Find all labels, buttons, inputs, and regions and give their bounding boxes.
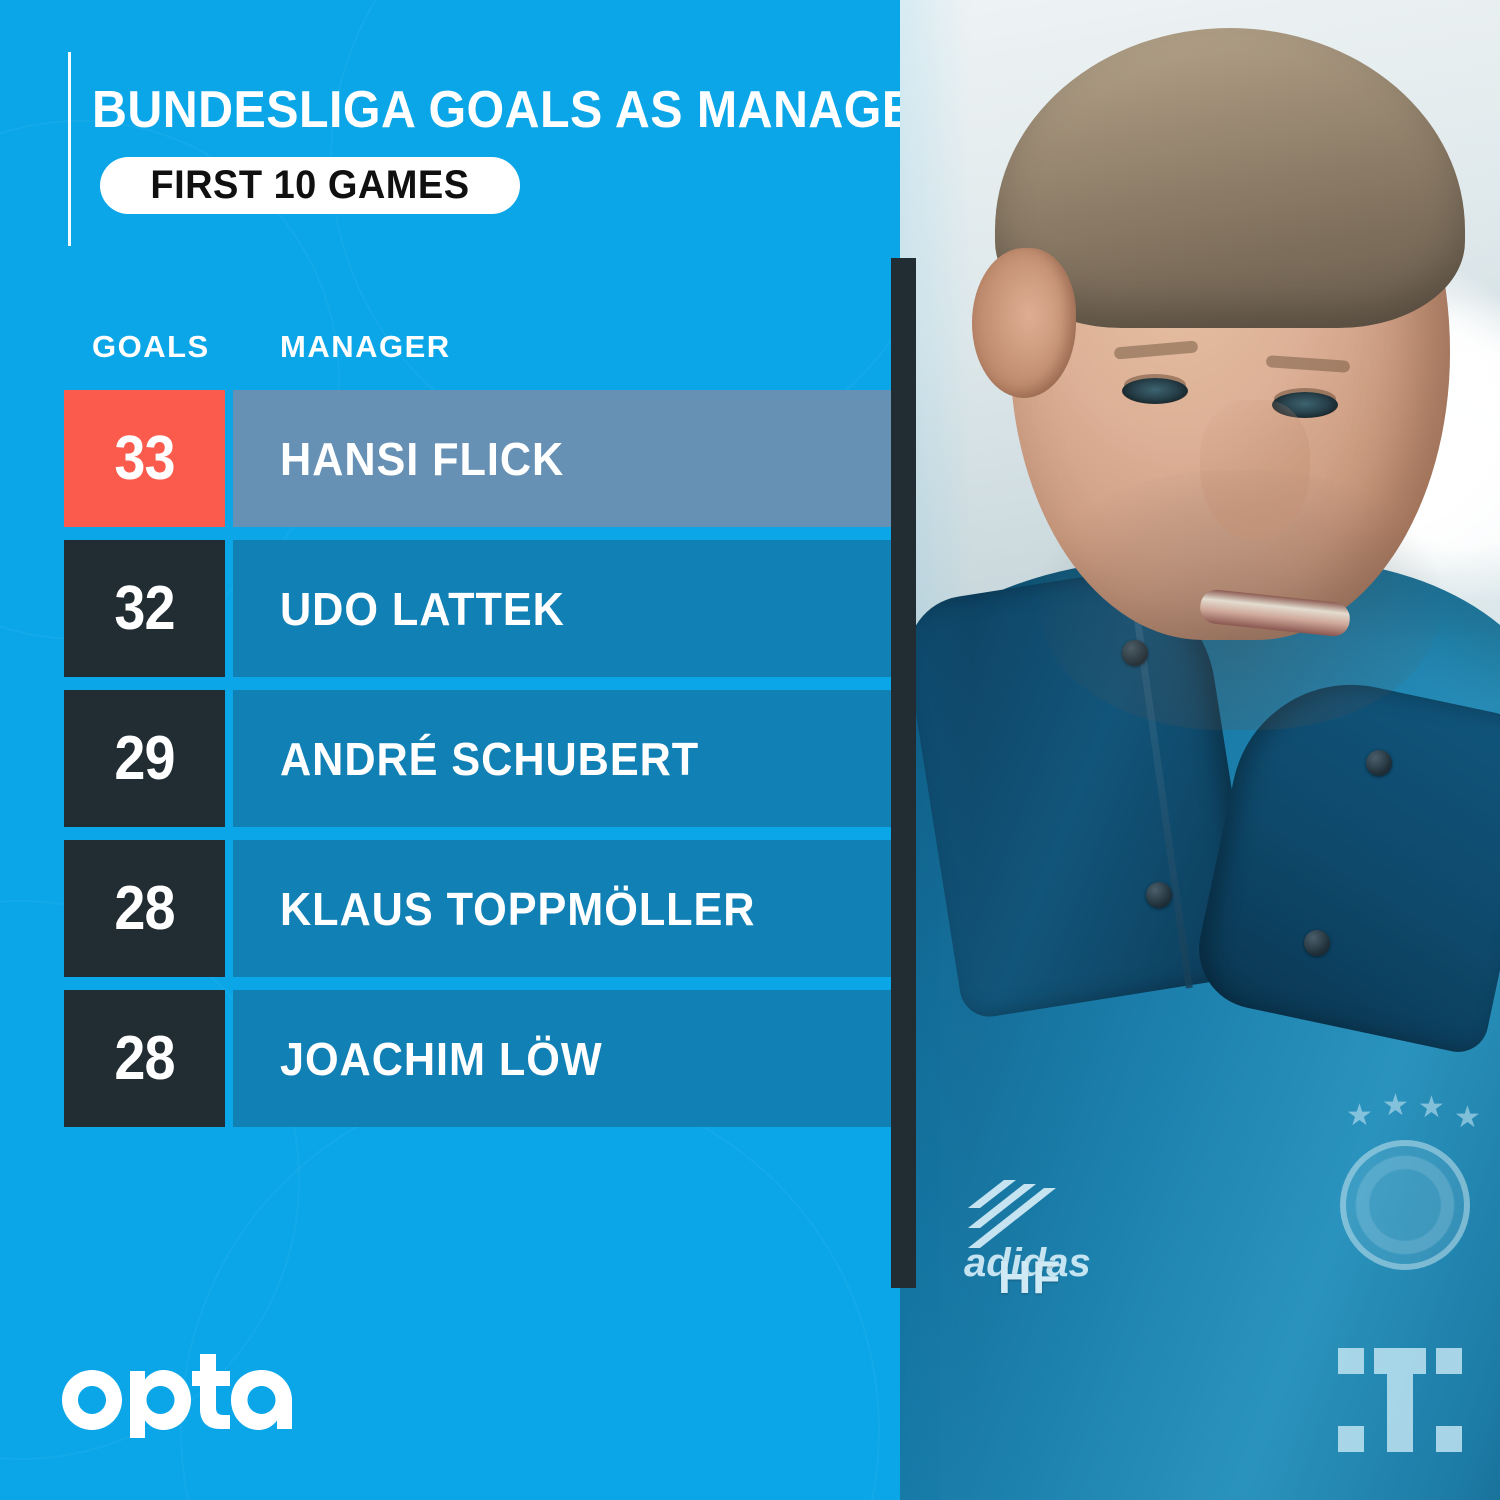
championship-star-icon: ★ — [1418, 1091, 1445, 1124]
championship-star-icon: ★ — [1346, 1099, 1373, 1132]
championship-star-icon: ★ — [1382, 1089, 1409, 1122]
table-row: 28 JOACHIM LÖW — [0, 990, 905, 1140]
telekom-logo-icon — [1338, 1348, 1462, 1452]
championship-star-icon: ★ — [1454, 1101, 1481, 1134]
manager-cell: HANSI FLICK — [233, 390, 895, 527]
goals-cell: 28 — [64, 840, 225, 977]
jacket-snap-button — [1366, 750, 1392, 776]
title-accent-line — [68, 52, 71, 246]
goals-cell: 33 — [64, 390, 225, 527]
svg-text:adidas: adidas — [964, 1241, 1091, 1280]
column-header-goals: GOALS — [92, 329, 210, 364]
manager-name: HANSI FLICK — [280, 432, 565, 485]
manager-cell: UDO LATTEK — [233, 540, 895, 677]
managers-table: 33 HANSI FLICK 32 UDO LATTEK 29 ANDRÉ SC… — [0, 390, 905, 1140]
info-panel: BUNDESLIGA GOALS AS MANAGER FIRST 10 GAM… — [0, 0, 905, 1500]
manager-portrait-photo: adidas HF ★ ★ ★ ★ — [900, 0, 1500, 1500]
table-row: 32 UDO LATTEK — [0, 540, 905, 690]
manager-cell: ANDRÉ SCHUBERT — [233, 690, 895, 827]
subtitle-badge: FIRST 10 GAMES — [100, 157, 520, 214]
jacket-snap-button — [1146, 882, 1172, 908]
jacket-initials: HF — [998, 1251, 1062, 1303]
goals-value: 29 — [114, 723, 175, 793]
goals-value: 28 — [114, 1023, 175, 1093]
eye-left — [1122, 378, 1188, 404]
table-row: 29 ANDRÉ SCHUBERT — [0, 690, 905, 840]
manager-name: ANDRÉ SCHUBERT — [280, 732, 700, 785]
goals-value: 32 — [114, 573, 175, 643]
page-title: BUNDESLIGA GOALS AS MANAGER — [92, 81, 905, 139]
goals-value: 28 — [114, 873, 175, 943]
nose — [1200, 400, 1310, 540]
jacket-snap-button — [1122, 640, 1148, 666]
manager-name: KLAUS TOPPMÖLLER — [280, 882, 756, 935]
goals-cell: 32 — [64, 540, 225, 677]
goals-value: 33 — [114, 423, 175, 493]
vertical-divider-bar — [891, 258, 916, 1288]
table-row: 33 HANSI FLICK — [0, 390, 905, 540]
goals-cell: 29 — [64, 690, 225, 827]
adidas-logo-icon: adidas — [964, 1180, 1091, 1280]
column-header-manager: MANAGER — [280, 329, 451, 364]
opta-logo — [62, 1354, 292, 1438]
table-row: 28 KLAUS TOPPMÖLLER — [0, 840, 905, 990]
goals-cell: 28 — [64, 990, 225, 1127]
fc-bayern-crest-icon — [1340, 1140, 1470, 1270]
manager-cell: JOACHIM LÖW — [233, 990, 895, 1127]
ear — [972, 248, 1076, 398]
manager-name: UDO LATTEK — [280, 582, 565, 635]
manager-name: JOACHIM LÖW — [280, 1032, 603, 1085]
jacket-snap-button — [1304, 930, 1330, 956]
subtitle-badge-label: FIRST 10 GAMES — [150, 163, 470, 207]
manager-cell: KLAUS TOPPMÖLLER — [233, 840, 895, 977]
